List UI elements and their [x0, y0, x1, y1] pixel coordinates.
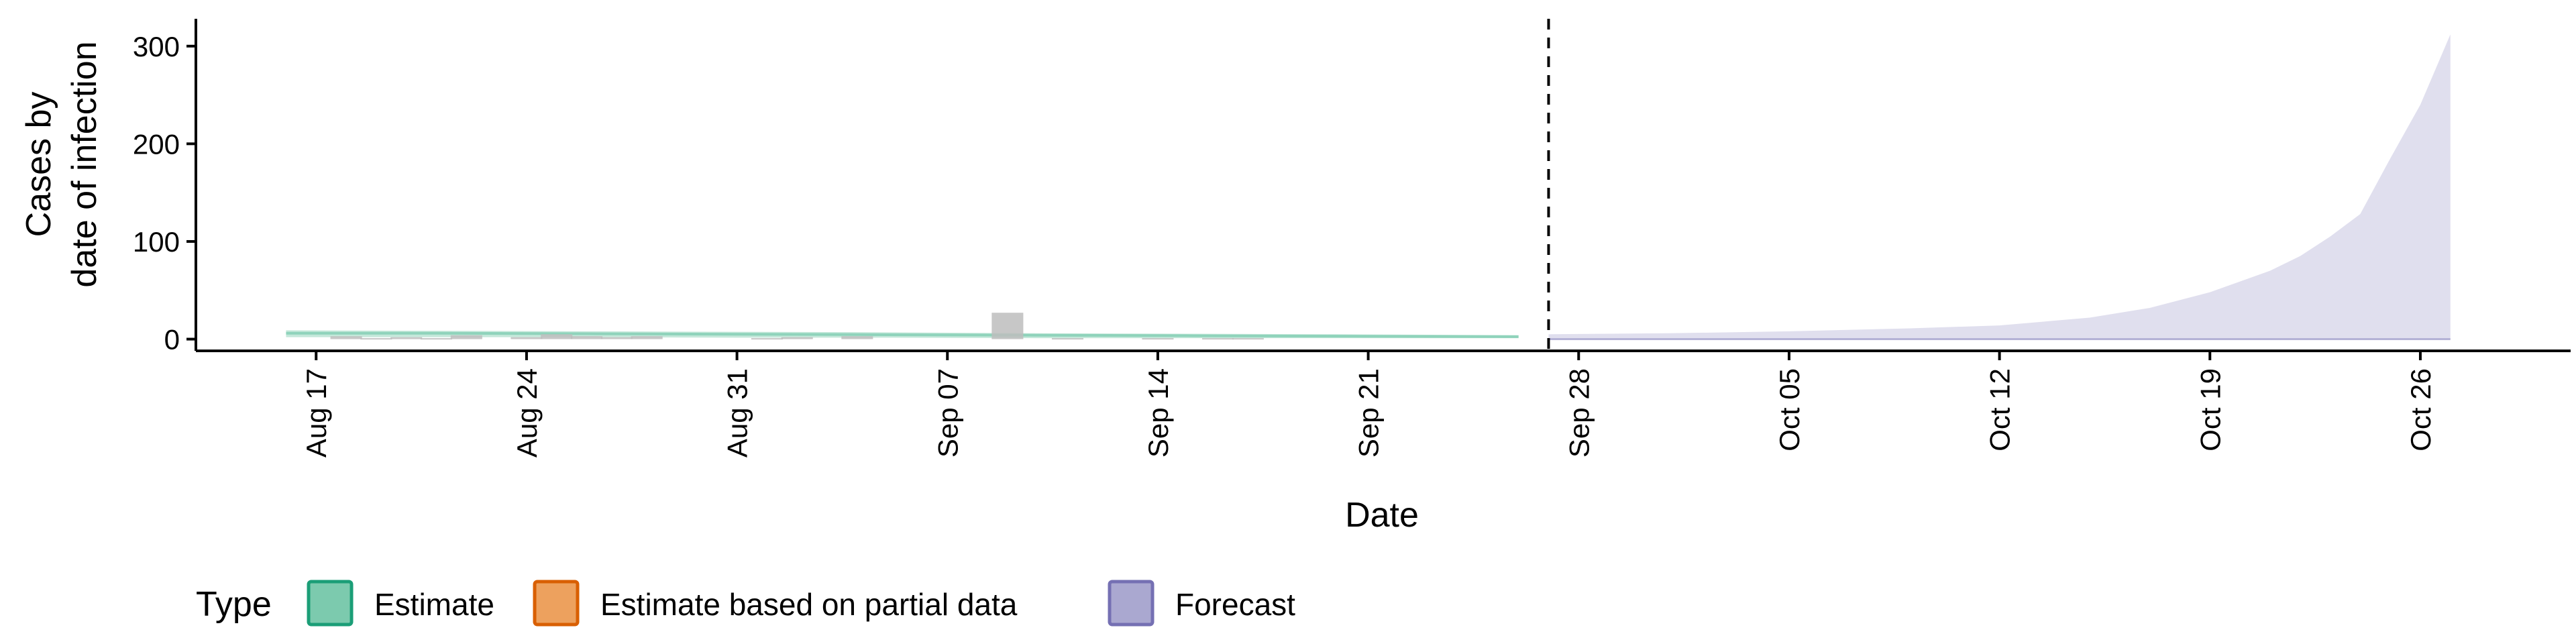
observed-case-bar — [450, 335, 482, 339]
x-tick-label: Sep 07 — [932, 368, 963, 458]
observed-case-bar — [541, 334, 573, 339]
observed-case-bar — [1202, 338, 1234, 340]
forecast-band — [1548, 34, 2451, 339]
observed-case-bar — [1051, 338, 1084, 340]
y-axis-title-line2: date of infection — [65, 41, 104, 287]
y-tick-label: 100 — [133, 226, 180, 258]
legend-key-estimate — [307, 580, 354, 627]
observed-case-bar — [631, 336, 663, 339]
observed-case-bar — [420, 338, 453, 340]
legend-label-forecast: Forecast — [1175, 587, 1295, 622]
observed-case-bar — [360, 338, 392, 340]
y-tick-label: 200 — [133, 128, 180, 160]
x-tick-label: Sep 14 — [1142, 368, 1174, 458]
x-axis-title: Date — [1345, 496, 1419, 535]
x-tick-label: Aug 24 — [511, 368, 543, 458]
plot-area — [286, 19, 2451, 351]
observed-case-bar — [390, 337, 423, 339]
observed-case-bar — [600, 337, 633, 339]
axes — [195, 19, 2571, 352]
observed-case-bar — [571, 336, 603, 339]
legend-label-partial: Estimate based on partial data — [600, 587, 1018, 622]
legend-title: Type — [196, 585, 272, 624]
x-tick-label: Sep 21 — [1353, 368, 1385, 458]
observed-case-bar — [991, 313, 1024, 339]
x-tick-label: Aug 17 — [301, 368, 332, 458]
x-tick-label: Aug 31 — [722, 368, 753, 458]
x-tick-label: Oct 19 — [2194, 368, 2226, 451]
y-tick-label: 0 — [164, 324, 180, 356]
y-ticks: 0 100 200 300 — [133, 31, 196, 356]
observed-case-bar — [781, 337, 813, 339]
x-tick-label: Oct 12 — [1984, 368, 2016, 451]
x-tick-label: Sep 28 — [1563, 368, 1595, 458]
observed-case-bar — [1232, 338, 1264, 340]
y-tick-label: 300 — [133, 31, 180, 62]
legend-key-partial — [533, 580, 580, 627]
y-axis-title-line1: Cases by — [19, 92, 58, 237]
estimate-median-line — [286, 331, 1519, 338]
x-ticks: Aug 17 Aug 24 Aug 31 Sep 07 Sep 14 Sep 21 Sep … — [301, 351, 2436, 458]
x-tick-label: Oct 26 — [2405, 368, 2436, 451]
observed-case-bar — [330, 336, 362, 339]
legend: Type Estimate Estimate based on partial … — [196, 580, 1295, 627]
observed-case-bar — [841, 336, 873, 339]
legend-key-forecast — [1108, 580, 1155, 627]
x-tick-label: Oct 05 — [1774, 368, 1805, 451]
observed-case-bar — [1142, 338, 1174, 340]
observed-case-bar — [751, 338, 783, 340]
observed-case-bar — [511, 337, 543, 339]
legend-label-estimate: Estimate — [374, 587, 494, 622]
